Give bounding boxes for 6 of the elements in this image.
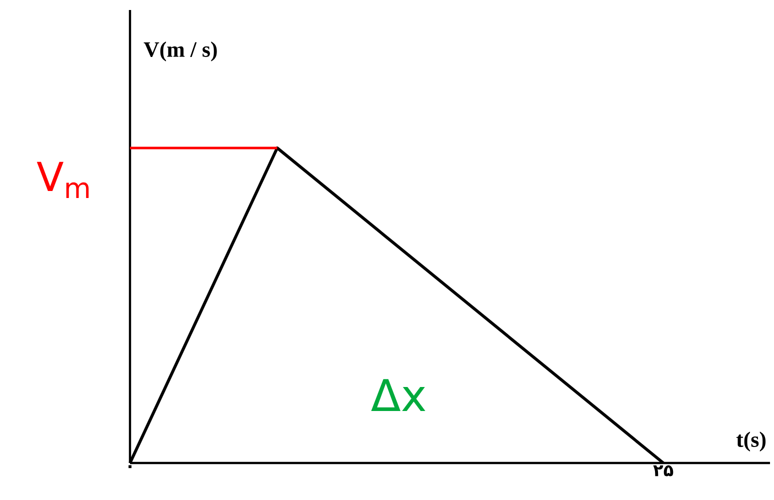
annotation: Δx [371, 379, 426, 412]
x-axis-title: t(s) [736, 432, 766, 452]
x-tick-label: ۰ [128, 465, 132, 468]
y-axis-title: V(m / s) [144, 42, 217, 62]
x-tick-label: ۲۵ [653, 465, 674, 476]
series-label: V$_{m}$ [36, 162, 89, 198]
